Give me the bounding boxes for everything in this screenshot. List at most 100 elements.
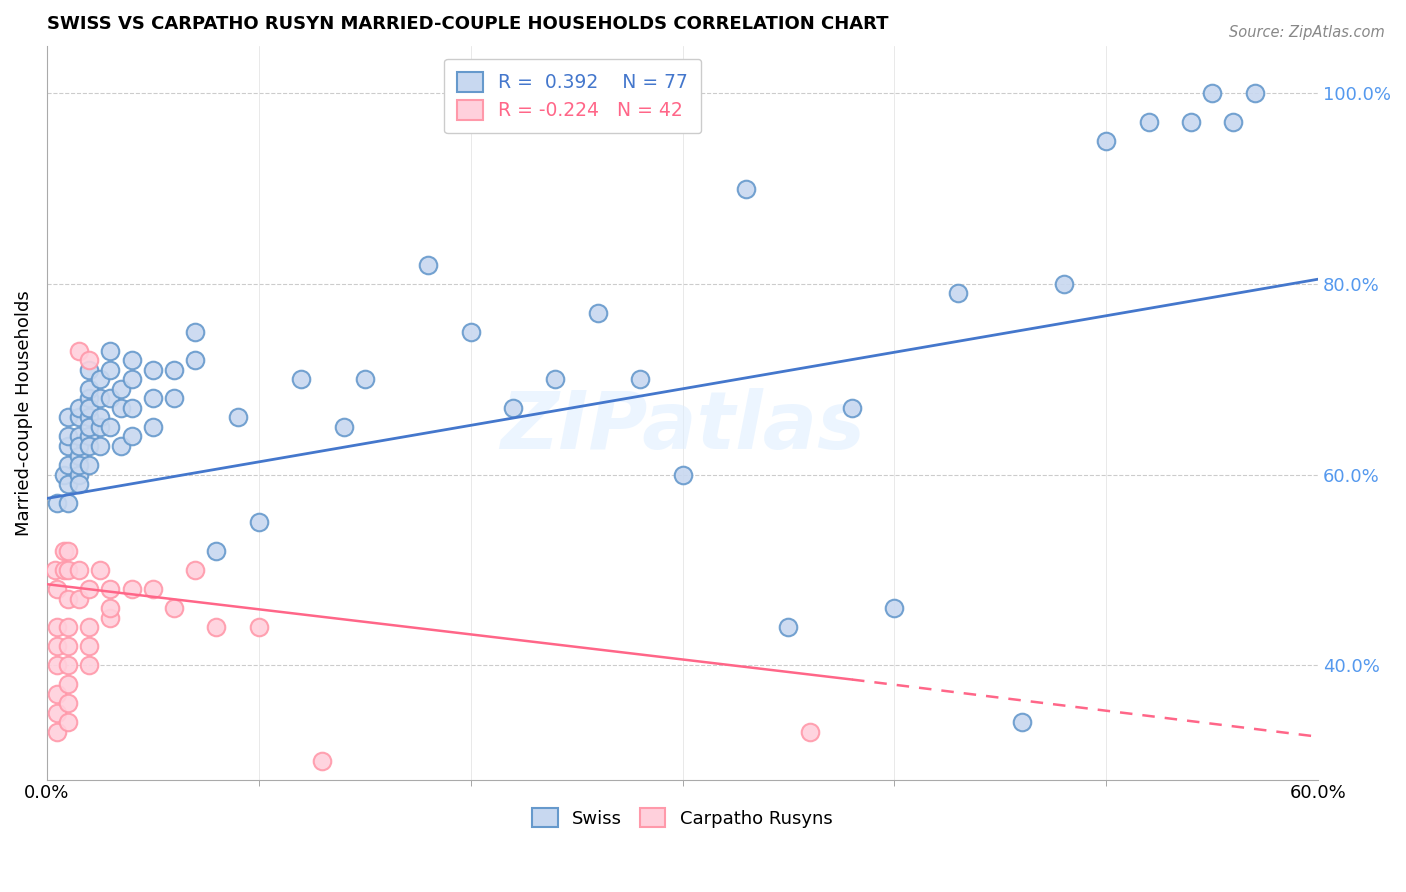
Point (52, 467, 75, 482)
Legend: Swiss, Carpatho Rusyns: Swiss, Carpatho Rusyns (523, 798, 842, 837)
Point (1095, 134, 1118, 148)
Text: SWISS VS CARPATHO RUSYN MARRIED-COUPLE HOUSEHOLDS CORRELATION CHART: SWISS VS CARPATHO RUSYN MARRIED-COUPLE H… (46, 15, 889, 33)
Point (89, 410, 111, 425)
Point (77, 658, 100, 673)
Point (77, 620, 100, 634)
Point (735, 181, 758, 195)
Point (56, 639, 79, 653)
Point (290, 372, 312, 386)
Point (77, 392, 100, 406)
Point (100, 582, 122, 596)
Point (460, 325, 482, 339)
Point (1053, 277, 1076, 291)
Point (1222, 115, 1244, 129)
Point (247, 515, 270, 529)
Point (77, 353, 100, 368)
Point (67, 458, 90, 472)
Point (67, 563, 90, 577)
Point (67, 439, 90, 453)
Point (121, 372, 143, 386)
Point (502, 401, 524, 415)
Point (184, 325, 207, 339)
Point (311, 754, 333, 768)
Point (946, 286, 969, 301)
Point (56, 658, 79, 673)
Point (77, 401, 100, 415)
Point (56, 591, 79, 606)
Text: Source: ZipAtlas.com: Source: ZipAtlas.com (1229, 25, 1385, 40)
Point (89, 439, 111, 453)
Point (1137, 115, 1160, 129)
Point (142, 420, 165, 434)
Point (100, 343, 122, 358)
Point (46, 620, 69, 634)
Point (163, 392, 186, 406)
Point (100, 392, 122, 406)
Point (56, 496, 79, 510)
Point (205, 620, 228, 634)
Point (52, 544, 75, 558)
Point (883, 601, 905, 615)
Point (67, 591, 90, 606)
Point (184, 353, 207, 368)
Point (56, 697, 79, 711)
Point (56, 677, 79, 691)
Point (100, 363, 122, 377)
Point (121, 582, 143, 596)
Point (77, 429, 100, 443)
Point (77, 458, 100, 472)
Point (586, 305, 609, 319)
Point (100, 610, 122, 624)
Point (205, 544, 228, 558)
Point (56, 544, 79, 558)
Point (163, 601, 186, 615)
Point (77, 363, 100, 377)
Point (56, 477, 79, 491)
Point (46, 496, 69, 510)
Point (67, 477, 90, 491)
Point (56, 620, 79, 634)
Y-axis label: Married-couple Households: Married-couple Households (15, 290, 32, 535)
Point (67, 429, 90, 443)
Point (67, 410, 90, 425)
Point (841, 401, 863, 415)
Point (46, 706, 69, 720)
Point (142, 582, 165, 596)
Point (67, 467, 90, 482)
Text: ZIPatlas: ZIPatlas (501, 388, 865, 467)
Point (56, 410, 79, 425)
Point (89, 563, 111, 577)
Point (226, 410, 249, 425)
Point (110, 439, 132, 453)
Point (44, 563, 66, 577)
Point (184, 563, 207, 577)
Point (67, 449, 90, 463)
Point (142, 392, 165, 406)
Point (110, 382, 132, 396)
Point (121, 401, 143, 415)
Point (46, 658, 69, 673)
Point (56, 429, 79, 443)
Point (799, 725, 821, 739)
Point (56, 439, 79, 453)
Point (46, 582, 69, 596)
Point (418, 258, 440, 272)
Point (778, 620, 800, 634)
Point (121, 353, 143, 368)
Point (46, 687, 69, 701)
Point (353, 372, 375, 386)
Point (77, 382, 100, 396)
Point (46, 639, 69, 653)
Point (77, 439, 100, 453)
Point (163, 363, 186, 377)
Point (46, 725, 69, 739)
Point (1243, 87, 1265, 101)
Point (1201, 87, 1223, 101)
Point (544, 372, 567, 386)
Point (1011, 715, 1033, 730)
Point (67, 401, 90, 415)
Point (110, 401, 132, 415)
Point (67, 343, 90, 358)
Point (89, 420, 111, 434)
Point (671, 467, 693, 482)
